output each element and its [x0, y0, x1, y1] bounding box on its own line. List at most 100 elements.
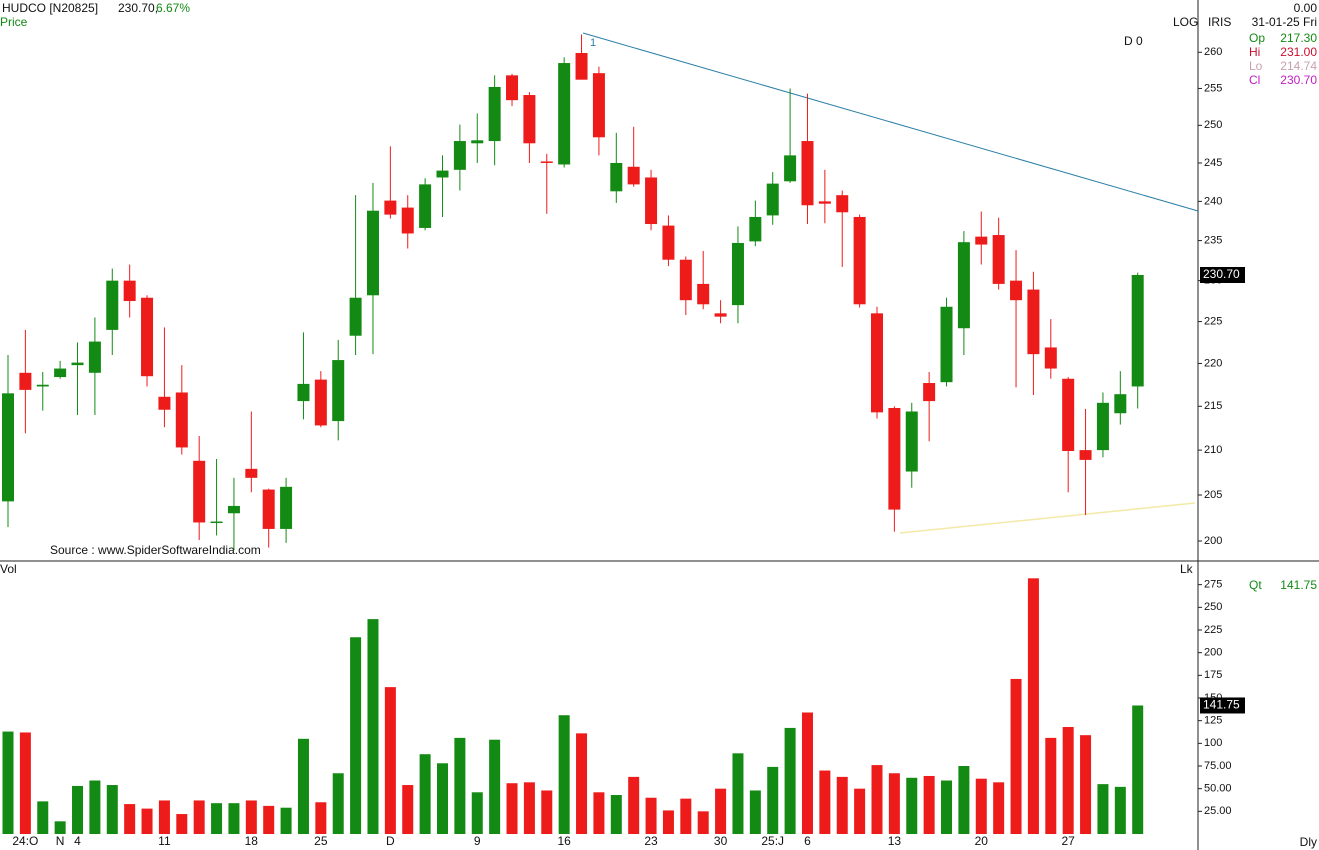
volume-bar	[1010, 678, 1022, 834]
candle-body	[645, 177, 658, 225]
candle-body	[193, 460, 206, 523]
candle-body	[1079, 450, 1092, 460]
candle-body	[262, 489, 275, 529]
volume-bar	[1027, 578, 1039, 834]
candle-body	[471, 140, 484, 144]
x-tick-label: 16	[557, 834, 571, 848]
volume-bar	[558, 715, 570, 834]
candle-body	[349, 297, 362, 336]
volume-bar	[211, 803, 223, 834]
y-tick-label: 260	[1204, 46, 1222, 58]
candle-body	[175, 392, 188, 448]
candle-body	[957, 242, 970, 329]
candle-body	[314, 379, 327, 426]
y-tick-label: 215	[1204, 400, 1222, 412]
volume-bar	[1114, 786, 1126, 834]
volume-bar	[19, 732, 31, 834]
qt-value: 141.75	[1280, 578, 1317, 592]
volume-bar	[158, 800, 170, 834]
volume-bar	[749, 790, 761, 834]
x-tick-label: 4	[74, 834, 81, 848]
volume-bar	[593, 792, 605, 834]
price-tag: 230.70	[1203, 267, 1240, 281]
trend-label: 1	[590, 37, 596, 49]
volume-bar	[523, 782, 535, 834]
ohlc-label: Hi	[1249, 45, 1260, 59]
candle-body	[436, 170, 449, 178]
candle-body	[280, 486, 293, 529]
candle-body	[975, 236, 988, 245]
candle-body	[71, 362, 84, 366]
volume-bar	[784, 727, 796, 834]
y-tick-label: 200	[1204, 535, 1222, 547]
price-tag-bg	[1200, 266, 1245, 283]
candle-body	[366, 210, 379, 296]
volume-bar	[1097, 784, 1109, 834]
candle-body	[540, 161, 553, 163]
volume-tag: 141.75	[1203, 698, 1240, 712]
volume-bar	[836, 776, 848, 834]
y-tick-label: 200	[1204, 647, 1222, 659]
volume-bar	[628, 776, 640, 834]
candle-body	[627, 166, 640, 185]
volume-bar	[767, 766, 779, 834]
ohlc-label: Cl	[1249, 73, 1260, 87]
y-tick-label: 245	[1204, 157, 1222, 169]
candle-body	[245, 468, 258, 478]
volume-bar	[419, 754, 431, 834]
candle-body	[749, 216, 762, 242]
candle-body	[36, 384, 49, 387]
x-tick-label: 18	[245, 834, 259, 848]
candle-body	[801, 141, 814, 206]
volume-bar	[176, 814, 188, 834]
candle-body	[731, 242, 744, 306]
ohlc-value: 217.30	[1280, 31, 1317, 45]
candle-body	[992, 235, 1005, 284]
volume-bar	[819, 770, 831, 834]
volume-bar	[489, 739, 501, 834]
x-tick-label: 9	[474, 834, 481, 848]
x-tick-label: 11	[158, 834, 171, 848]
candle-body	[1096, 402, 1109, 451]
volume-bar	[888, 773, 900, 834]
volume-bar	[280, 807, 292, 834]
candle-body	[818, 201, 831, 204]
x-tick-label: D	[386, 834, 395, 848]
candle-body	[227, 505, 240, 514]
y-tick-label: 125	[1204, 715, 1222, 727]
d-label: D 0	[1124, 34, 1143, 48]
period: Dly	[1300, 835, 1317, 849]
x-tick-label: 27	[1062, 834, 1076, 848]
volume-bar	[1062, 727, 1074, 834]
x-tick-label: 25:J	[761, 834, 784, 848]
volume-bar	[124, 804, 136, 834]
ohlc-label: Op	[1249, 31, 1265, 45]
candle-body	[662, 225, 675, 260]
y-tick-label: 50.00	[1204, 783, 1232, 795]
volume-bar	[975, 778, 987, 834]
candle-body	[714, 313, 727, 317]
y-tick-label: 250	[1204, 601, 1222, 613]
y-tick-label: 220	[1204, 357, 1222, 369]
candle-body	[697, 283, 710, 305]
candle-body	[592, 73, 605, 138]
candle-body	[1114, 394, 1127, 414]
candle-body	[297, 383, 310, 402]
change: 6.67%	[156, 1, 190, 15]
x-tick-label: 30	[714, 834, 728, 848]
candle-body	[88, 341, 101, 373]
scale-label: LOG	[1173, 15, 1198, 29]
candle-body	[1044, 347, 1057, 369]
y-tick-label: 235	[1204, 234, 1222, 246]
x-tick-label: 6	[804, 834, 811, 848]
volume-bar	[801, 712, 813, 834]
volume-bar	[645, 797, 657, 834]
candle-body	[940, 306, 953, 383]
x-tick-label: 25	[314, 834, 328, 848]
candle-body	[332, 360, 345, 422]
candle-body	[853, 216, 866, 305]
volume-bar	[367, 619, 379, 834]
candle-body	[123, 280, 136, 302]
volume-bar	[662, 810, 674, 834]
